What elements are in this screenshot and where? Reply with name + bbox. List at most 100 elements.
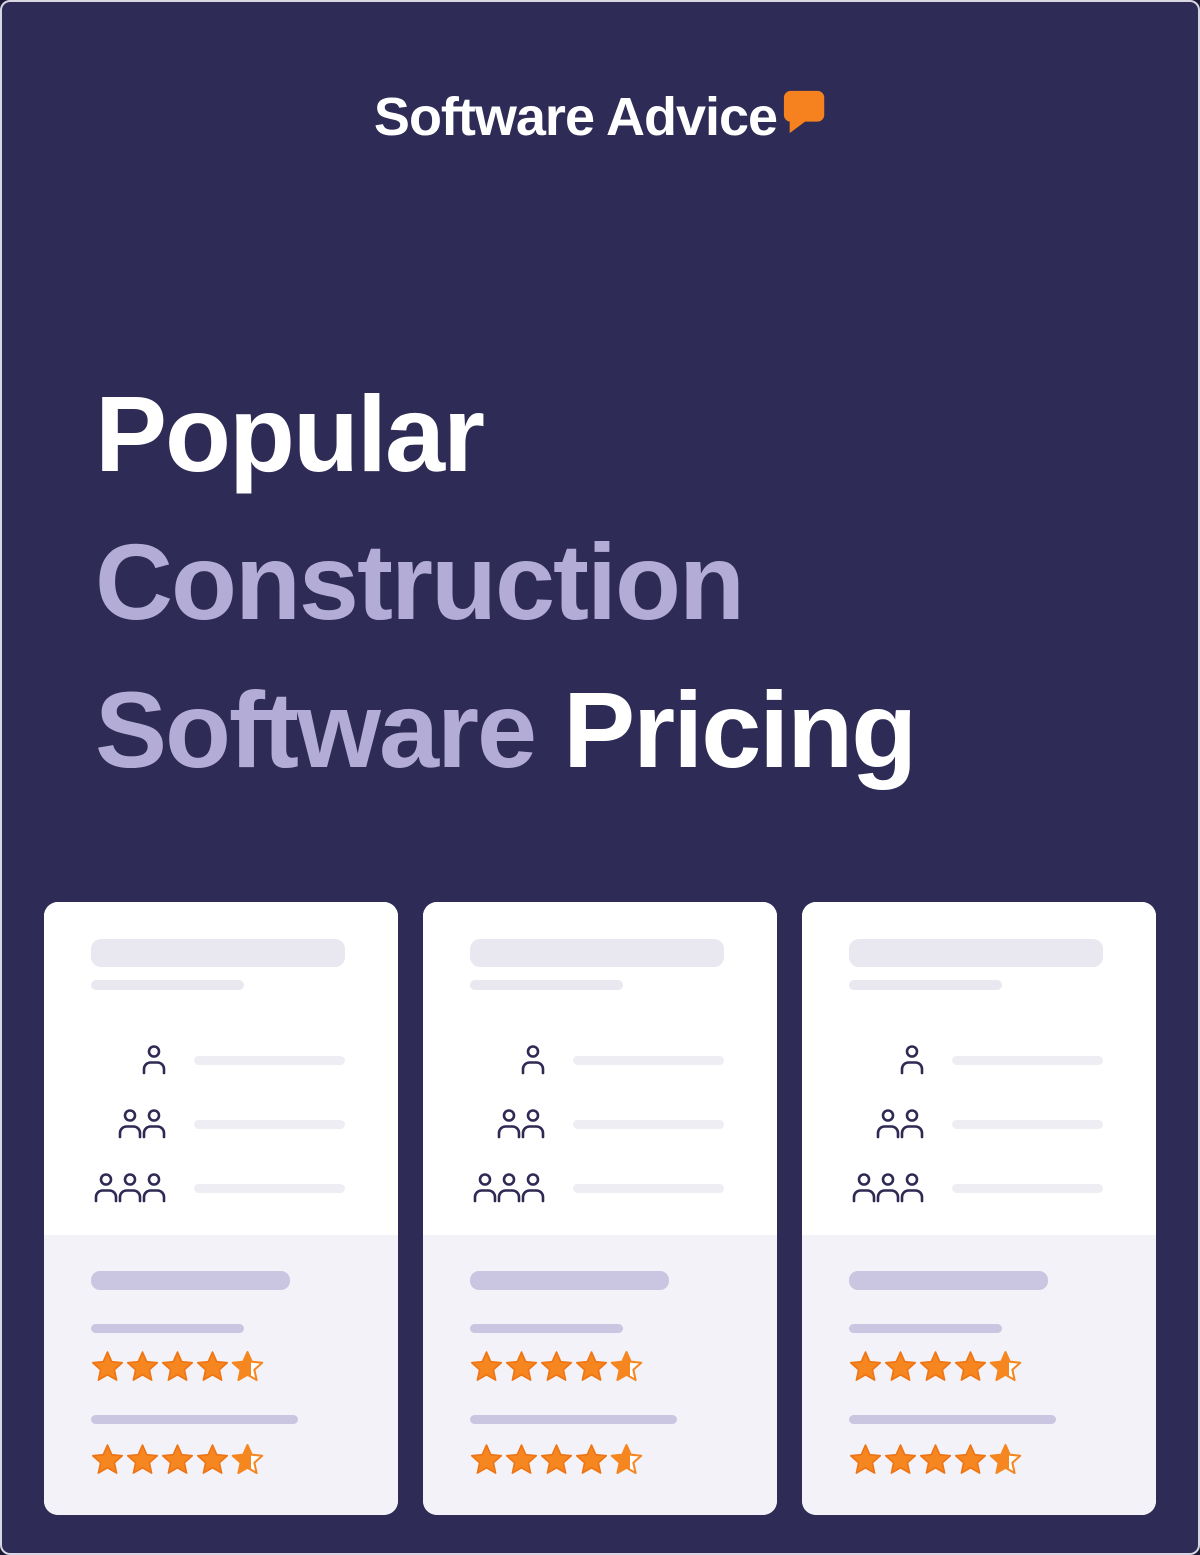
software-card-1 [44,902,398,1515]
person-icon [849,1045,925,1075]
rating-label-placeholder [470,1415,677,1424]
row-line-placeholder [194,1119,345,1129]
star-full-icon [919,1444,952,1474]
title-line-3-software: Software [95,669,537,790]
person-row [470,1109,777,1139]
card-subtitle-placeholder [849,980,1002,990]
star-full-icon [849,1351,882,1381]
card-subtitle-placeholder [91,980,244,990]
row-line-placeholder [573,1119,724,1129]
person-row [849,1045,1156,1075]
person-icon [876,1173,900,1203]
star-full-icon [575,1444,608,1474]
pricing-label-placeholder [91,1271,290,1290]
people-3-icon [849,1173,925,1203]
person-icon [900,1045,924,1075]
brand-logo: Software Advice [2,88,1198,146]
person-icon [497,1109,521,1139]
row-line-placeholder [952,1183,1103,1193]
star-full-icon [91,1444,124,1474]
people-3-icon [470,1173,546,1203]
rating-label-placeholder [91,1324,244,1333]
row-line-placeholder [573,1055,724,1065]
person-icon [91,1045,167,1075]
star-full-icon [470,1351,503,1381]
person-rows [470,1045,777,1203]
card-title-placeholder [91,939,345,967]
person-row [91,1045,398,1075]
software-card-2 [423,902,777,1515]
title-line-3: Software Pricing [95,656,917,804]
star-rating [470,1350,777,1383]
rating-label-placeholder [849,1324,1002,1333]
star-full-icon [540,1351,573,1381]
star-full-icon [954,1351,987,1381]
card-pricing-section [802,1235,1156,1515]
person-icon [900,1173,924,1203]
people-2-icon [91,1109,167,1139]
page-title: Popular Construction Software Pricing [95,360,917,804]
person-row [849,1109,1156,1139]
person-icon [142,1173,166,1203]
star-full-icon [161,1351,194,1381]
star-full-icon [884,1351,917,1381]
star-rating [849,1443,1156,1476]
card-top-section [802,902,1156,1235]
person-row [470,1173,777,1203]
star-half-icon [610,1351,643,1382]
logo-text: Software Advice [373,87,778,147]
card-top-section [423,902,777,1235]
star-half-icon [231,1444,264,1475]
software-card-3 [802,902,1156,1515]
star-full-icon [91,1351,124,1381]
person-icon [521,1045,545,1075]
star-half-icon [989,1444,1022,1475]
person-icon [876,1109,900,1139]
star-full-icon [470,1444,503,1474]
card-top-section [44,902,398,1235]
star-full-icon [884,1444,917,1474]
card-pricing-section [423,1235,777,1515]
person-icon [142,1109,166,1139]
star-full-icon [505,1444,538,1474]
title-line-3-pricing: Pricing [563,669,917,790]
person-icon [94,1173,118,1203]
person-icon [852,1173,876,1203]
rating-label-placeholder [470,1324,623,1333]
card-pricing-section [44,1235,398,1515]
star-half-icon [989,1351,1022,1382]
person-icon [142,1045,166,1075]
people-2-icon [849,1109,925,1139]
star-rating [91,1443,398,1476]
star-full-icon [540,1444,573,1474]
pricing-label-placeholder [849,1271,1048,1290]
row-line-placeholder [194,1055,345,1065]
pricing-label-placeholder [470,1271,669,1290]
rating-label-placeholder [849,1415,1056,1424]
speech-bubble-icon [783,90,825,134]
cards-row [44,902,1156,1515]
star-full-icon [161,1444,194,1474]
star-rating [470,1443,777,1476]
card-title-placeholder [849,939,1103,967]
person-icon [470,1045,546,1075]
person-rows [849,1045,1156,1203]
person-icon [497,1173,521,1203]
star-full-icon [954,1444,987,1474]
person-row [849,1173,1156,1203]
person-row [470,1045,777,1075]
person-icon [473,1173,497,1203]
star-rating [849,1350,1156,1383]
star-full-icon [126,1351,159,1381]
person-icon [521,1173,545,1203]
people-3-icon [91,1173,167,1203]
star-half-icon [231,1351,264,1382]
star-full-icon [196,1351,229,1381]
people-2-icon [470,1109,546,1139]
star-full-icon [505,1351,538,1381]
person-row [91,1173,398,1203]
star-full-icon [575,1351,608,1381]
title-line-2: Construction [95,521,745,642]
person-icon [118,1173,142,1203]
